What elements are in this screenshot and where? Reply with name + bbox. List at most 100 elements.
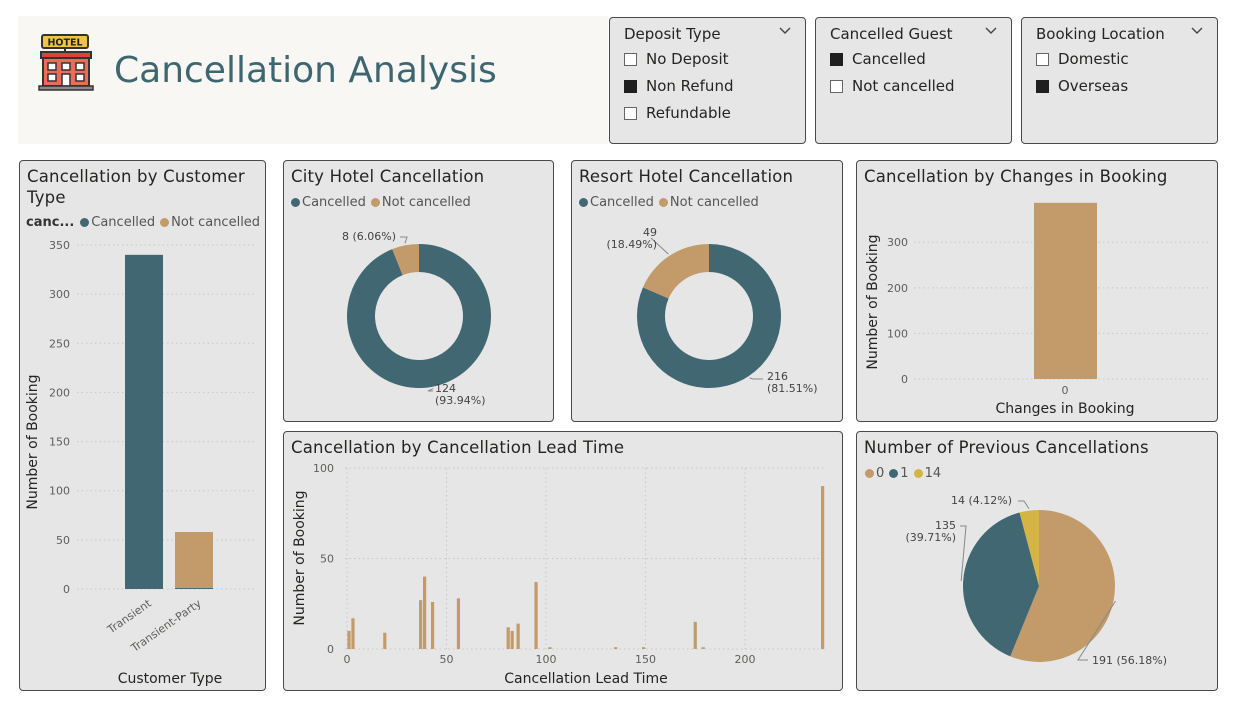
checkbox[interactable] bbox=[624, 106, 637, 120]
legend-swatch bbox=[889, 469, 899, 478]
leader-line bbox=[427, 388, 434, 392]
y-tick-label: 200 bbox=[887, 282, 908, 295]
legend-swatch bbox=[865, 469, 874, 478]
legend-item-not-cancelled[interactable]: Not cancelled bbox=[370, 195, 471, 210]
bar-leadtime-102 bbox=[548, 647, 552, 649]
y-axis-label: Number of Booking bbox=[865, 234, 881, 369]
y-tick-label: 150 bbox=[49, 436, 70, 449]
chart-title: Cancellation by Cancellation Lead Time bbox=[291, 438, 625, 457]
slice-cancelled bbox=[637, 244, 781, 388]
legend-item-1[interactable]: 1 bbox=[889, 466, 909, 481]
data-label: 8 (6.06%) bbox=[342, 230, 396, 243]
legend-item-cancelled[interactable]: Cancelled bbox=[579, 195, 654, 210]
slicer-deposit-type[interactable]: Deposit Type No Deposit Non Refund Refun… bbox=[609, 17, 806, 144]
chevron-down-icon[interactable] bbox=[1189, 24, 1205, 36]
checkbox[interactable] bbox=[830, 52, 843, 66]
checkbox[interactable] bbox=[624, 52, 637, 66]
chart-legend: Cancelled Not cancelled bbox=[291, 195, 476, 210]
slicer-item-label: No Deposit bbox=[646, 50, 729, 68]
slice-cancelled bbox=[347, 244, 492, 388]
legend-item-cancelled[interactable]: Cancelled bbox=[80, 215, 155, 230]
changes-in-booking-chart: 0 100 200 300 0 Changes in Booking Number of B… bbox=[865, 202, 1210, 417]
data-label: 49 bbox=[643, 226, 657, 239]
checkbox[interactable] bbox=[830, 79, 843, 93]
legend-swatch bbox=[579, 198, 588, 207]
y-tick-label: 100 bbox=[887, 327, 908, 340]
y-tick-label: 50 bbox=[56, 534, 70, 547]
chart-title: Number of Previous Cancellations bbox=[864, 438, 1149, 457]
slicer-booking-location[interactable]: Booking Location Domestic Overseas bbox=[1021, 17, 1218, 144]
customer-type-chart: 050100150200250300350TransientTransient-… bbox=[25, 239, 257, 687]
slicer-cancelled-guest[interactable]: Cancelled Guest Cancelled Not cancelled bbox=[815, 17, 1012, 144]
bar-leadtime-179 bbox=[701, 647, 705, 649]
data-label: (18.49%) bbox=[606, 238, 657, 251]
bar-leadtime-81 bbox=[506, 627, 510, 649]
bar-leadtime-95 bbox=[534, 582, 538, 649]
slicer-item-label: Not cancelled bbox=[852, 77, 955, 95]
data-label: (81.51%) bbox=[767, 382, 818, 395]
chart-title: City Hotel Cancellation bbox=[291, 167, 485, 186]
y-tick-label: 0 bbox=[901, 373, 908, 386]
slicer-item-overseas[interactable]: Overseas bbox=[1036, 76, 1128, 96]
legend-swatch bbox=[80, 218, 90, 227]
legend-item-not-cancelled[interactable]: Not cancelled bbox=[658, 195, 759, 210]
slicer-item-refundable[interactable]: Refundable bbox=[624, 103, 731, 123]
chevron-down-icon[interactable] bbox=[777, 24, 793, 36]
bar-leadtime-19 bbox=[383, 632, 387, 649]
y-tick-label: 350 bbox=[49, 239, 70, 252]
chevron-down-icon[interactable] bbox=[983, 24, 999, 36]
page-title: Cancellation Analysis bbox=[114, 50, 497, 91]
bar-transient-party-cancelled bbox=[175, 588, 213, 589]
legend-item-0[interactable]: 0 bbox=[865, 466, 884, 481]
bar-leadtime-56 bbox=[456, 598, 461, 649]
x-axis-label: Cancellation Lead Time bbox=[504, 671, 668, 687]
legend-label: 14 bbox=[924, 466, 942, 481]
city-hotel-donut-chart: 124(93.94%) 8 (6.06%) bbox=[342, 230, 492, 407]
slice-not-cancelled bbox=[392, 244, 419, 276]
slicer-item-cancelled[interactable]: Cancelled bbox=[830, 49, 926, 69]
x-axis-label: Changes in Booking bbox=[995, 401, 1134, 417]
slicer-item-not-cancelled[interactable]: Not cancelled bbox=[830, 76, 955, 96]
legend-label: Cancelled bbox=[302, 195, 366, 210]
leader-line bbox=[749, 377, 763, 380]
bar-leadtime-239 bbox=[821, 486, 825, 649]
chart-legend: Cancelled Not cancelled bbox=[579, 195, 764, 210]
y-tick-label: 250 bbox=[49, 337, 70, 350]
checkbox[interactable] bbox=[1036, 79, 1049, 93]
x-tick-label: 200 bbox=[735, 653, 756, 666]
card-lead-time: Cancellation by Cancellation Lead Time 0… bbox=[283, 431, 843, 691]
legend-label: Cancelled bbox=[590, 195, 654, 210]
legend-item-not-cancelled[interactable]: Not cancelled bbox=[160, 215, 260, 230]
x-tick-label: 50 bbox=[440, 653, 454, 666]
bar-leadtime-1 bbox=[347, 630, 351, 649]
slicer-item-no-deposit[interactable]: No Deposit bbox=[624, 49, 729, 69]
checkbox[interactable] bbox=[624, 79, 637, 93]
slicer-item-domestic[interactable]: Domestic bbox=[1036, 49, 1129, 69]
slicer-title: Cancelled Guest bbox=[830, 25, 953, 43]
legend-label: 0 bbox=[876, 466, 885, 481]
bar-leadtime-37 bbox=[419, 600, 423, 649]
slice-not-cancelled bbox=[642, 244, 709, 299]
bar-leadtime-43 bbox=[430, 601, 435, 649]
x-tick-label: 150 bbox=[635, 653, 656, 666]
legend-item-14[interactable]: 14 bbox=[913, 466, 942, 481]
checkbox[interactable] bbox=[1036, 52, 1049, 66]
slicer-title: Deposit Type bbox=[624, 25, 721, 43]
leader-line bbox=[650, 237, 669, 255]
card-customer-type: Cancellation by Customer Type canc... Ca… bbox=[19, 160, 266, 691]
y-tick-label: 300 bbox=[887, 236, 908, 249]
chart-title: Resort Hotel Cancellation bbox=[579, 167, 794, 186]
legend-swatch bbox=[913, 469, 923, 478]
legend-swatch bbox=[370, 198, 380, 207]
lead-time-chart: 0 50 100 0 50 100 150 200 Cancellation Lead Time… bbox=[292, 462, 826, 687]
legend-swatch bbox=[291, 198, 300, 207]
legend-item-cancelled[interactable]: Cancelled bbox=[291, 195, 366, 210]
legend-label: Not cancelled bbox=[381, 195, 471, 210]
chart-title: Cancellation by Changes in Booking bbox=[864, 167, 1168, 186]
data-label: (39.71%) bbox=[905, 531, 956, 544]
slicer-item-label: Non Refund bbox=[646, 77, 734, 95]
data-label: 124 bbox=[435, 382, 456, 395]
slicer-item-non-refund[interactable]: Non Refund bbox=[624, 76, 733, 96]
card-city-hotel: City Hotel Cancellation Cancelled Not ca… bbox=[283, 160, 554, 422]
bar-leadtime-3 bbox=[351, 618, 355, 649]
